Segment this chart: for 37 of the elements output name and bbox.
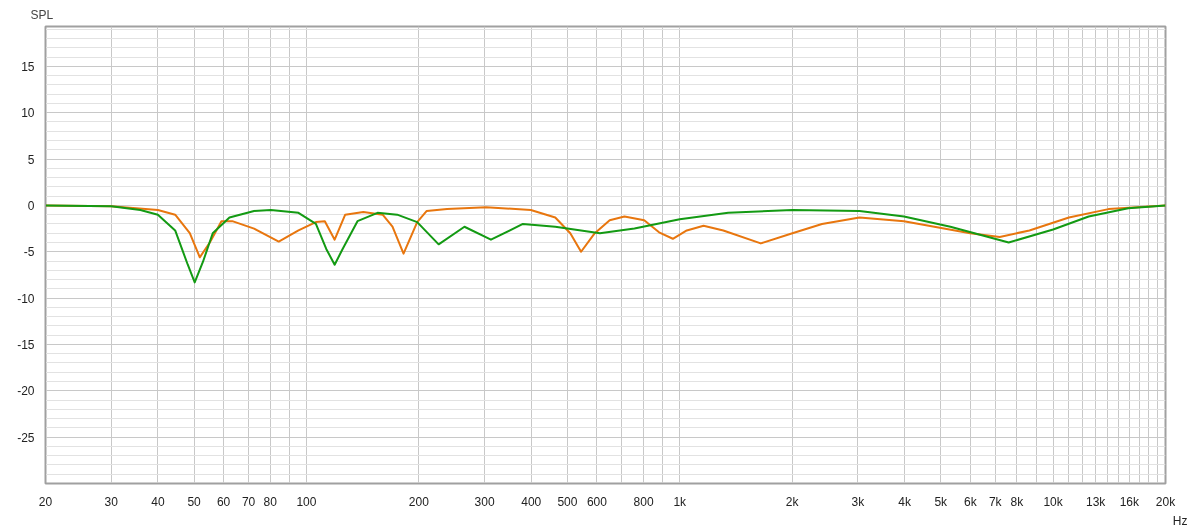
x-tick-label: 800 bbox=[633, 494, 654, 509]
x-tick-label: 100 bbox=[296, 494, 317, 509]
x-tick-label: 8k bbox=[1010, 494, 1025, 509]
y-axis-title: SPL bbox=[30, 7, 54, 22]
x-tick-label: 6k bbox=[963, 494, 978, 509]
x-tick-label: 600 bbox=[586, 494, 608, 509]
y-tick-label: 5 bbox=[27, 152, 35, 167]
x-tick-label: 13k bbox=[1085, 494, 1107, 509]
x-tick-label: 10k bbox=[1043, 494, 1064, 509]
x-tick-label: 16k bbox=[1119, 494, 1140, 509]
x-tick-label: 500 bbox=[557, 494, 578, 509]
x-tick-label: 50 bbox=[187, 494, 202, 509]
y-tick-label: -25 bbox=[17, 430, 35, 445]
x-tick-label: 3k bbox=[851, 494, 866, 509]
x-tick-label: 30 bbox=[104, 494, 119, 509]
y-tick-label: 10 bbox=[21, 106, 35, 121]
x-tick-label: 5k bbox=[934, 494, 949, 509]
x-tick-label: 20k bbox=[1155, 494, 1177, 509]
x-tick-label: 2k bbox=[785, 494, 800, 509]
x-tick-label: 60 bbox=[216, 494, 231, 509]
y-tick-label: -10 bbox=[17, 291, 35, 306]
x-tick-label: 300 bbox=[474, 494, 495, 509]
x-tick-label: 40 bbox=[151, 494, 165, 509]
x-tick-label: 200 bbox=[408, 494, 430, 509]
x-tick-label: 80 bbox=[263, 494, 278, 509]
y-tick-label: -15 bbox=[17, 337, 35, 352]
x-tick-label: 400 bbox=[521, 494, 542, 509]
y-tick-label: 15 bbox=[21, 59, 35, 74]
y-tick-label: 0 bbox=[27, 198, 35, 213]
y-tick-label: -5 bbox=[23, 245, 35, 260]
x-tick-label: 1k bbox=[673, 494, 688, 509]
x-tick-label: 70 bbox=[241, 494, 256, 509]
x-tick-label: 4k bbox=[898, 494, 912, 509]
y-tick-label: -20 bbox=[17, 384, 35, 399]
x-tick-label: 20 bbox=[38, 494, 53, 509]
x-tick-label: 7k bbox=[988, 494, 1003, 509]
x-axis-title: Hz bbox=[1172, 513, 1188, 527]
